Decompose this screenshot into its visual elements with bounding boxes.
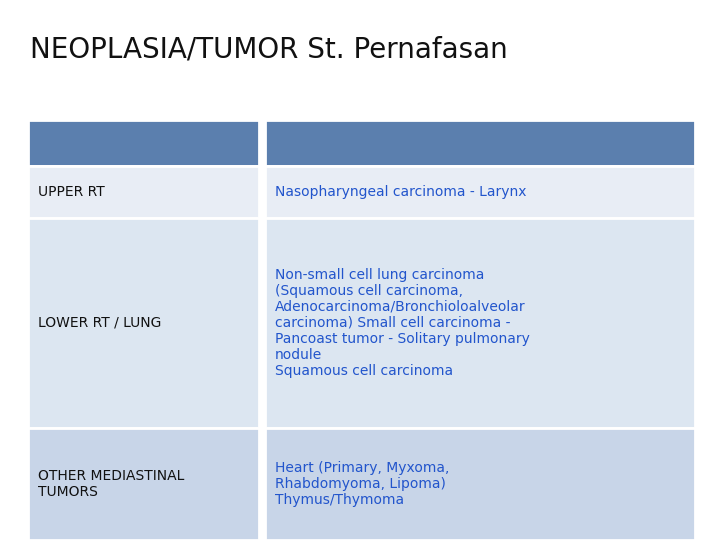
Bar [265, 218, 695, 428]
Text: Squamous cell carcinoma: Squamous cell carcinoma [275, 364, 453, 378]
Bar [265, 120, 695, 166]
Text: TUMORS: TUMORS [38, 485, 98, 499]
Text: Pancoast tumor - Solitary pulmonary: Pancoast tumor - Solitary pulmonary [275, 332, 530, 346]
Bar [28, 218, 259, 428]
Text: Nasopharyngeal carcinoma - Larynx: Nasopharyngeal carcinoma - Larynx [275, 185, 526, 199]
Text: Non-small cell lung carcinoma: Non-small cell lung carcinoma [275, 268, 485, 282]
Text: nodule: nodule [275, 348, 323, 362]
Bar [28, 428, 259, 540]
Bar [28, 120, 259, 166]
Bar [265, 428, 695, 540]
Text: (Squamous cell carcinoma,: (Squamous cell carcinoma, [275, 284, 463, 298]
Text: UPPER RT: UPPER RT [38, 185, 104, 199]
Text: OTHER MEDIASTINAL: OTHER MEDIASTINAL [38, 469, 184, 483]
Text: carcinoma) Small cell carcinoma -: carcinoma) Small cell carcinoma - [275, 316, 510, 330]
Text: LOWER RT / LUNG: LOWER RT / LUNG [38, 316, 161, 330]
Bar [28, 166, 259, 218]
Text: Adenocarcinoma/Bronchioloalveolar: Adenocarcinoma/Bronchioloalveolar [275, 300, 526, 314]
Text: Rhabdomyoma, Lipoma): Rhabdomyoma, Lipoma) [275, 477, 446, 491]
Bar [265, 166, 695, 218]
Text: Thymus/Thymoma: Thymus/Thymoma [275, 493, 404, 507]
Text: Heart (Primary, Myxoma,: Heart (Primary, Myxoma, [275, 461, 449, 475]
Text: NEOPLASIA/TUMOR St. Pernafasan: NEOPLASIA/TUMOR St. Pernafasan [30, 35, 508, 63]
